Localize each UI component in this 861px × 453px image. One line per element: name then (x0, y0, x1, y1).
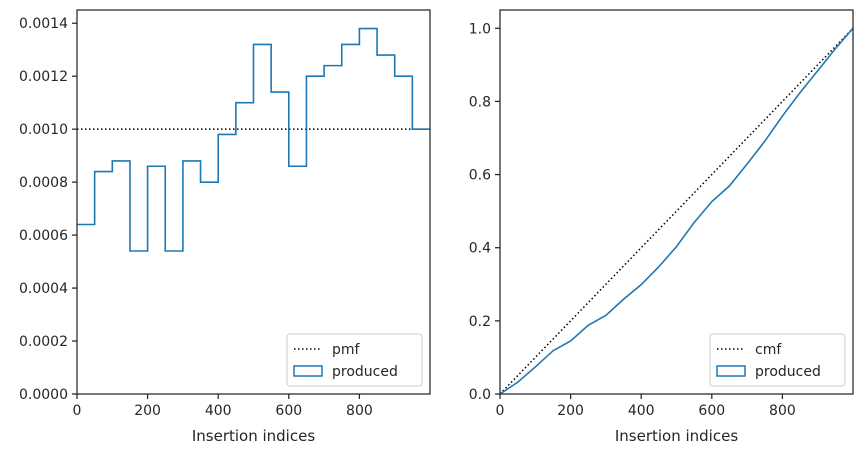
y-tick-label: 0.0014 (19, 16, 68, 32)
y-tick-label: 0.8 (469, 94, 491, 110)
y-tick-label: 0.2 (469, 314, 491, 330)
x-tick-label: 600 (698, 403, 725, 419)
x-tick-label: 400 (628, 403, 655, 419)
y-tick-label: 0.0004 (19, 281, 68, 297)
right-chart-cmf-cumulative: 0 200 400 600 800 0.0 0.2 0.4 0.6 0.8 1.0 Insertion… (469, 9, 854, 445)
legend-swatch-produced (716, 365, 746, 377)
y-tick-label: 0.0002 (19, 334, 68, 350)
y-tick-label: 1.0 (469, 21, 491, 37)
x-tick-label: 200 (557, 403, 584, 419)
x-tick-label: 800 (769, 403, 796, 419)
legend-label-produced: produced (755, 364, 821, 380)
legend-label-cmf: cmf (755, 342, 782, 358)
x-tick-label: 800 (346, 403, 373, 419)
y-tick-label: 0.6 (469, 168, 491, 184)
x-tick-label: 600 (275, 403, 302, 419)
x-tick-label: 200 (134, 403, 161, 419)
y-tick-label: 0.0006 (19, 228, 68, 244)
legend: pmf produced (286, 333, 423, 387)
y-tick-label: 0.0 (469, 387, 491, 403)
legend-label-pmf: pmf (332, 342, 361, 358)
y-tick-label: 0.0000 (19, 387, 68, 403)
x-tick-label: 0 (496, 403, 505, 419)
y-tick-label: 0.0010 (19, 122, 68, 138)
x-axis-title: Insertion indices (192, 427, 315, 445)
y-tick-label: 0.0008 (19, 175, 68, 191)
series-produced-line (499, 27, 854, 395)
x-tick-label: 400 (205, 403, 232, 419)
x-tick-label: 0 (73, 403, 82, 419)
left-chart-pmf-histogram: 0 200 400 600 800 0.0000 0.0002 0.0004 0.0006 0.0… (19, 9, 431, 445)
y-tick-label: 0.0012 (19, 69, 68, 85)
x-axis-title: Insertion indices (615, 427, 738, 445)
legend: cmf produced (709, 333, 846, 387)
series-produced-line (77, 27, 430, 252)
y-tick-label: 0.4 (469, 241, 491, 257)
series-cmf-reference-line (499, 27, 854, 395)
legend-label-produced: produced (332, 364, 398, 380)
legend-swatch-produced (293, 365, 323, 377)
plot-frame (76, 9, 431, 395)
plot-frame (499, 9, 854, 395)
